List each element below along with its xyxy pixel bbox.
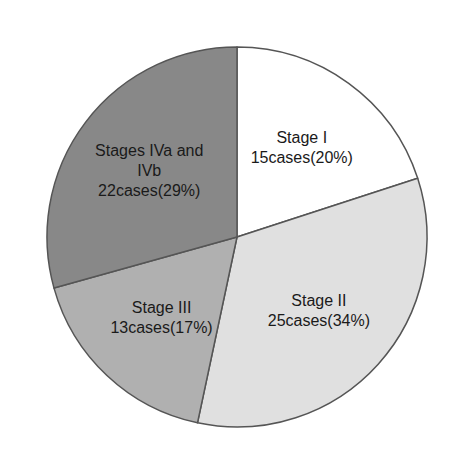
- slice-label-line: 15cases(20%): [251, 149, 353, 166]
- slices: [47, 47, 427, 427]
- slice-label: Stage II 25cases(34%): [268, 292, 370, 329]
- labels: Stage I15cases(20%)Stage II25cases(34%)S…: [95, 129, 370, 335]
- slice-label: Stage I 15cases(20%): [251, 129, 353, 166]
- slice-label-line: IVb: [137, 162, 161, 179]
- slice-label-line: Stage III: [132, 299, 192, 316]
- slice-label-line: Stages IVa and: [95, 142, 203, 159]
- slice-label-line: Stage I: [276, 129, 327, 146]
- slice-label-line: 25cases(34%): [268, 312, 370, 329]
- chart-container: Stage I15cases(20%)Stage II25cases(34%)S…: [0, 0, 474, 474]
- pie-slice: [47, 47, 237, 288]
- slice-label-line: 22cases(29%): [98, 182, 200, 199]
- slice-label: Stages IVa and IVb 22cases(29%): [95, 142, 203, 199]
- slice-label: Stage III 13cases(17%): [110, 299, 212, 336]
- slice-label-line: 13cases(17%): [110, 319, 212, 336]
- pie-chart: Stage I15cases(20%)Stage II25cases(34%)S…: [0, 0, 474, 474]
- slice-label-line: Stage II: [291, 292, 346, 309]
